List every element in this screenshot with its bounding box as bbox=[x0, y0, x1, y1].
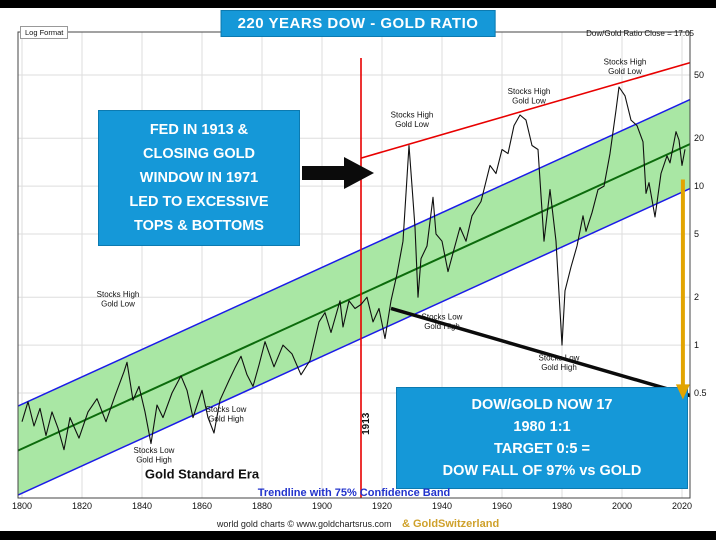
fed-callout-arrow-icon bbox=[302, 157, 374, 189]
target-callout: DOW/GOLD NOW 17 1980 1:1 TARGET 0:5 = DO… bbox=[396, 387, 688, 489]
y-tick-label: 5 bbox=[694, 229, 699, 239]
y-tick-label: 20 bbox=[694, 133, 704, 143]
resistance-line bbox=[360, 61, 690, 159]
y-tick-label: 1 bbox=[694, 340, 699, 350]
x-tick-label: 1980 bbox=[552, 501, 572, 511]
x-tick-label: 1900 bbox=[312, 501, 332, 511]
top-black-strip bbox=[0, 0, 716, 8]
source-credit: world gold charts © www.goldchartsrus.co… bbox=[216, 519, 392, 529]
cycle-annotation: Stocks High Gold Low bbox=[391, 111, 434, 129]
x-tick-label: 1800 bbox=[12, 501, 32, 511]
x-tick-label: 1820 bbox=[72, 501, 92, 511]
fed-callout-line-2: CLOSING GOLD bbox=[143, 146, 255, 162]
y-tick-label: 50 bbox=[694, 70, 704, 80]
center-trendline bbox=[18, 142, 690, 452]
support-line bbox=[390, 306, 690, 398]
cycle-annotation: Stocks Low Gold High bbox=[539, 354, 580, 373]
fed-callout-line-4: LED TO EXCESSIVE bbox=[129, 194, 269, 210]
ratio-close-label: Dow/Gold Ratio Close = 17.05 bbox=[586, 29, 694, 38]
cycle-annotation: Stocks High Gold Low bbox=[604, 58, 647, 77]
target-callout-line-3: TARGET 0:5 = bbox=[493, 441, 590, 457]
x-tick-label: 2000 bbox=[612, 501, 632, 511]
fed-callout-line-5: TOPS & BOTTOMS bbox=[134, 218, 264, 234]
y-tick-label: 0.5 bbox=[694, 388, 707, 398]
fed-callout-line-1: FED IN 1913 & bbox=[149, 122, 249, 138]
dow-gold-ratio-line bbox=[21, 86, 686, 451]
target-callout-line-4: DOW FALL OF 97% vs GOLD bbox=[442, 463, 642, 479]
log-format-label: Log Format bbox=[20, 26, 69, 39]
fed-callout: FED IN 1913 & CLOSING GOLD WINDOW IN 197… bbox=[98, 110, 300, 246]
cycle-annotation: Stocks Low Gold High bbox=[134, 446, 175, 465]
y-tick-label: 2 bbox=[694, 292, 699, 302]
era-label: Gold Standard Era bbox=[145, 466, 260, 481]
credits-line: world gold charts © www.goldchartsrus.co… bbox=[0, 514, 716, 532]
cycle-annotation: Stocks High Gold Low bbox=[508, 87, 551, 106]
x-tick-label: 1920 bbox=[372, 501, 392, 511]
cycle-annotation: Stocks High Gold Low bbox=[97, 290, 140, 309]
band-upper-edge bbox=[18, 98, 690, 407]
bottom-black-strip bbox=[0, 531, 716, 540]
fed-callout-line-3: WINDOW IN 1971 bbox=[139, 170, 259, 186]
target-callout-line-1: DOW/GOLD NOW 17 bbox=[471, 397, 613, 413]
goldswitzerland-brand: & GoldSwitzerland bbox=[401, 518, 500, 530]
chart-title: 220 YEARS DOW - GOLD RATIO bbox=[220, 10, 496, 37]
cycle-annotation: Stocks Low Gold High bbox=[422, 312, 463, 331]
x-tick-label: 1880 bbox=[252, 501, 272, 511]
x-tick-label: 2020 bbox=[672, 501, 692, 511]
trendline-caption: Trendline with 75% Confidence Band bbox=[257, 487, 451, 499]
x-tick-label: 1940 bbox=[432, 501, 452, 511]
y-tick-label: 10 bbox=[694, 181, 704, 191]
x-tick-label: 1960 bbox=[492, 501, 512, 511]
x-tick-label: 1840 bbox=[132, 501, 152, 511]
cycle-annotation: Stocks Low Gold High bbox=[206, 405, 247, 424]
x-tick-label: 1860 bbox=[192, 501, 212, 511]
target-callout-line-2: 1980 1:1 bbox=[513, 419, 571, 435]
year-1913-label: 1913 bbox=[361, 412, 372, 435]
